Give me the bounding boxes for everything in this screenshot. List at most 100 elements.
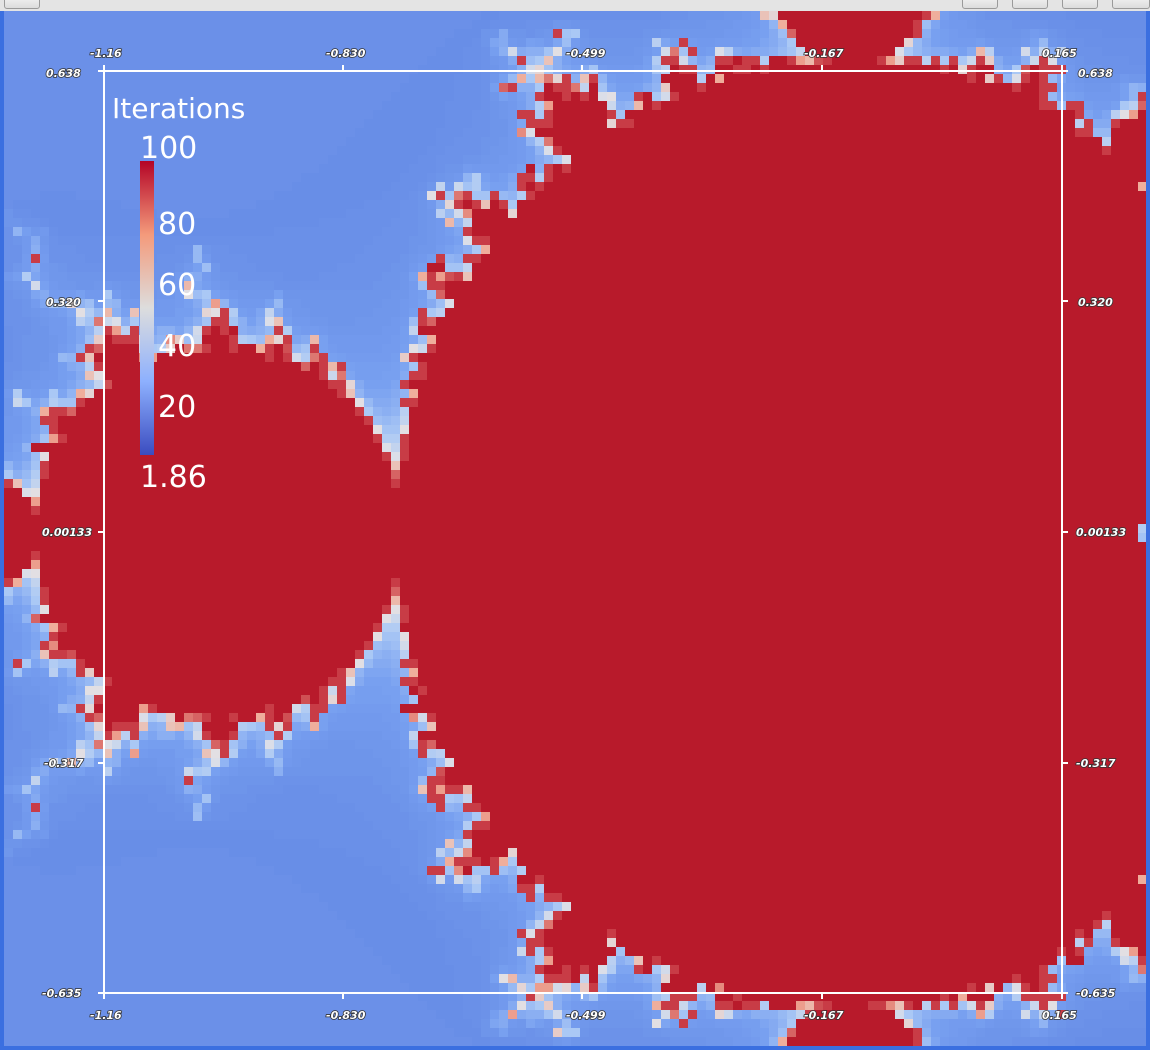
fractal-cell bbox=[1102, 119, 1111, 128]
fractal-cell bbox=[481, 83, 490, 92]
render-view[interactable]: -1.16 -0.830 -0.499 -0.167 0.165 -1.16 -… bbox=[0, 11, 1150, 1050]
fractal-cell bbox=[436, 119, 445, 128]
fractal-cell bbox=[805, 137, 814, 146]
fractal-cell bbox=[670, 56, 679, 65]
fractal-cell bbox=[1102, 146, 1111, 155]
fractal-cell bbox=[949, 146, 958, 155]
fractal-cell bbox=[823, 29, 832, 38]
fractal-cell bbox=[1084, 11, 1093, 20]
fractal-cell bbox=[895, 83, 904, 92]
fractal-cell bbox=[913, 128, 922, 137]
fractal-cell bbox=[517, 110, 526, 119]
fractal-cell bbox=[868, 146, 877, 155]
fractal-cell bbox=[553, 83, 562, 92]
fractal-cell bbox=[499, 173, 508, 182]
maximize-button[interactable] bbox=[1062, 0, 1098, 9]
fractal-cell bbox=[1039, 137, 1048, 146]
fractal-cell bbox=[1003, 83, 1012, 92]
fractal-cell bbox=[1048, 128, 1057, 137]
fractal-cell bbox=[553, 38, 562, 47]
fractal-cell bbox=[796, 92, 805, 101]
fractal-cell bbox=[571, 119, 580, 128]
fractal-cell bbox=[931, 38, 940, 47]
fractal-cell bbox=[580, 137, 589, 146]
fractal-cell bbox=[850, 164, 859, 173]
fractal-cell bbox=[526, 110, 535, 119]
fractal-cell bbox=[985, 101, 994, 110]
fractal-cell bbox=[688, 101, 697, 110]
fractal-cell bbox=[598, 29, 607, 38]
fractal-cell bbox=[814, 74, 823, 83]
fractal-cell bbox=[1138, 119, 1146, 128]
fractal-cell bbox=[706, 65, 715, 74]
fractal-cell bbox=[481, 164, 490, 173]
fractal-cell bbox=[1138, 146, 1146, 155]
fractal-cell bbox=[355, 164, 364, 173]
fractal-cell bbox=[751, 164, 760, 173]
fractal-cell bbox=[652, 155, 661, 164]
split-horizontal-button[interactable] bbox=[962, 0, 998, 9]
fractal-cell bbox=[985, 56, 994, 65]
fractal-cell bbox=[571, 47, 580, 56]
fractal-cell bbox=[679, 56, 688, 65]
fractal-cell bbox=[598, 164, 607, 173]
fractal-cell bbox=[1138, 38, 1146, 47]
fractal-cell bbox=[760, 173, 769, 182]
fractal-cell bbox=[985, 119, 994, 128]
split-vertical-button[interactable] bbox=[1012, 0, 1048, 9]
fractal-cell bbox=[985, 110, 994, 119]
fractal-cell bbox=[616, 173, 625, 182]
fractal-cell bbox=[922, 137, 931, 146]
fractal-cell bbox=[949, 155, 958, 164]
fractal-cell bbox=[616, 137, 625, 146]
fractal-cell bbox=[697, 155, 706, 164]
fractal-cell bbox=[535, 65, 544, 74]
fractal-cell bbox=[1066, 137, 1075, 146]
fractal-cell bbox=[499, 29, 508, 38]
fractal-cell bbox=[1057, 11, 1066, 20]
fractal-cell bbox=[769, 47, 778, 56]
fractal-cell bbox=[931, 56, 940, 65]
fractal-cell bbox=[724, 146, 733, 155]
fractal-cell bbox=[580, 92, 589, 101]
fractal-cell bbox=[832, 56, 841, 65]
fractal-cell bbox=[481, 146, 490, 155]
fractal-cell bbox=[787, 155, 796, 164]
fractal-cell bbox=[526, 38, 535, 47]
fractal-cell bbox=[445, 56, 454, 65]
fractal-cell bbox=[742, 128, 751, 137]
fractal-cell bbox=[841, 74, 850, 83]
fractal-cell bbox=[328, 155, 337, 164]
fractal-cell bbox=[796, 11, 805, 20]
fractal-cell bbox=[760, 65, 769, 74]
fractal-cell bbox=[1111, 11, 1120, 20]
fractal-cell bbox=[742, 137, 751, 146]
fractal-cell bbox=[1129, 74, 1138, 83]
fractal-cell bbox=[967, 155, 976, 164]
fractal-cell bbox=[751, 29, 760, 38]
fractal-cell bbox=[760, 92, 769, 101]
fractal-cell bbox=[859, 65, 868, 74]
fractal-cell bbox=[760, 110, 769, 119]
close-view-button[interactable] bbox=[1112, 0, 1150, 9]
fractal-cell bbox=[436, 146, 445, 155]
fractal-cell bbox=[958, 20, 967, 29]
fractal-cell bbox=[832, 65, 841, 74]
fractal-cell bbox=[742, 11, 751, 20]
fractal-cell bbox=[949, 164, 958, 173]
fractal-cell bbox=[427, 155, 436, 164]
fractal-cell bbox=[814, 110, 823, 119]
fractal-cell bbox=[409, 119, 418, 128]
fractal-cell bbox=[1039, 83, 1048, 92]
fractal-cell bbox=[571, 101, 580, 110]
fractal-cell bbox=[868, 164, 877, 173]
view-toolbar-button-left[interactable] bbox=[4, 0, 40, 9]
fractal-cell bbox=[445, 155, 454, 164]
fractal-cell bbox=[499, 74, 508, 83]
fractal-cell bbox=[382, 110, 391, 119]
fractal-cell bbox=[769, 65, 778, 74]
fractal-cell bbox=[499, 83, 508, 92]
fractal-cell bbox=[805, 65, 814, 74]
fractal-cell bbox=[328, 173, 337, 182]
fractal-cell bbox=[877, 101, 886, 110]
